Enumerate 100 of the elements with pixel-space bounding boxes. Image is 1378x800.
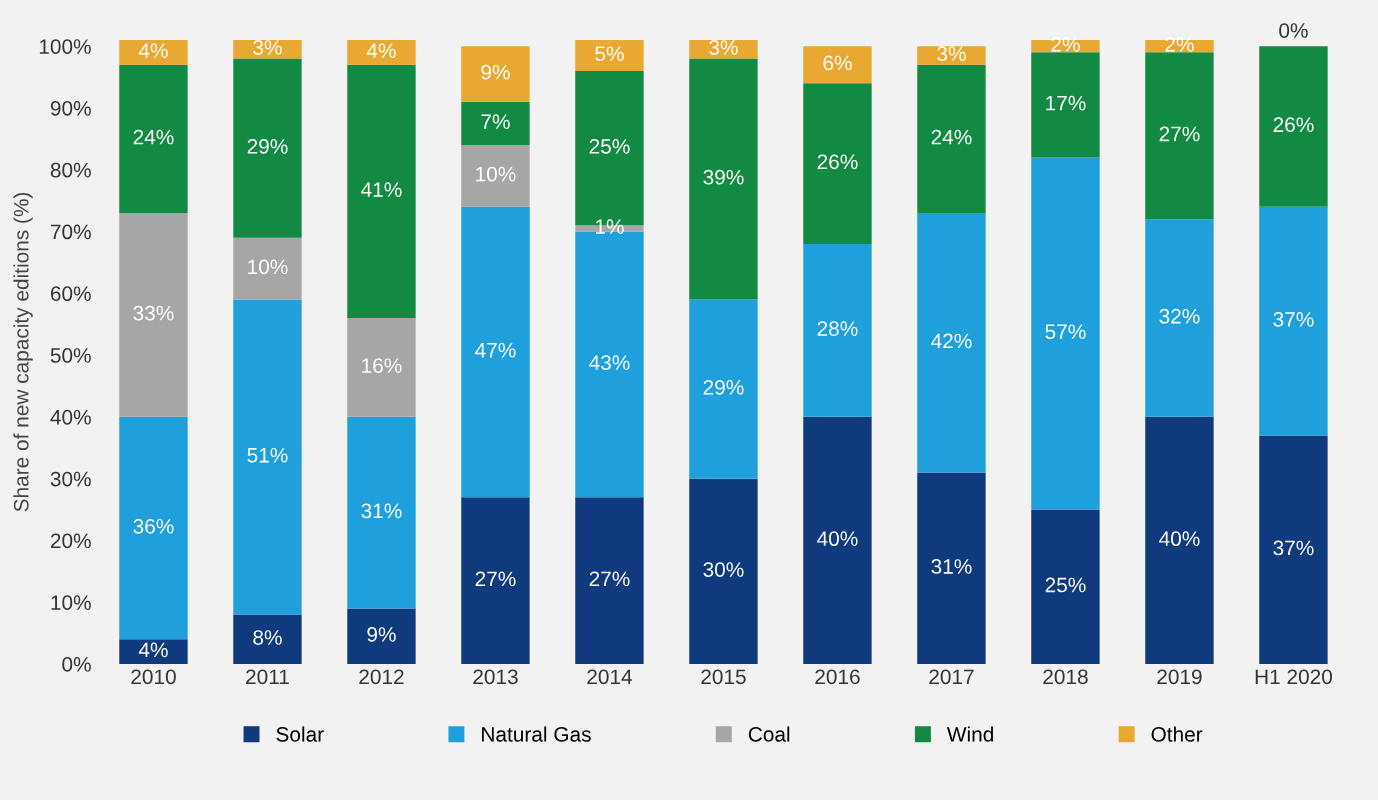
y-tick-label: 80% xyxy=(50,162,91,178)
x-tick-label: 2017 xyxy=(929,669,974,685)
data-label: 0% xyxy=(1279,23,1308,38)
legend-label: Other xyxy=(1151,726,1203,742)
bar xyxy=(803,46,872,84)
data-label: 5% xyxy=(595,46,624,62)
bar xyxy=(1259,206,1328,436)
data-label: 10% xyxy=(248,259,288,275)
x-tick-label: 2018 xyxy=(1043,669,1088,685)
data-label: 40% xyxy=(817,531,858,547)
data-label: 37% xyxy=(1273,311,1314,327)
data-label: 42% xyxy=(931,333,972,349)
y-tick-label: 20% xyxy=(50,533,91,549)
bar xyxy=(689,58,758,300)
bar xyxy=(689,299,758,479)
data-label: 29% xyxy=(703,379,744,395)
bar xyxy=(119,212,188,417)
data-label: 7% xyxy=(481,114,510,129)
y-tick-label: 90% xyxy=(50,100,91,116)
data-label: 16% xyxy=(362,358,402,374)
x-tick-label: 2014 xyxy=(587,669,633,685)
bar xyxy=(119,416,188,640)
data-label: 30% xyxy=(703,562,744,577)
bar xyxy=(1145,219,1214,417)
bar xyxy=(347,40,416,65)
y-axis-title: Share of new capacity editions (%) xyxy=(13,192,33,512)
y-tick-label: 10% xyxy=(51,595,91,610)
data-label: 25% xyxy=(1045,577,1086,593)
bar xyxy=(233,614,302,664)
data-label: 57% xyxy=(1045,324,1086,340)
data-label: 29% xyxy=(247,138,288,154)
bar xyxy=(803,416,872,664)
data-label: 27% xyxy=(475,571,516,587)
data-label: 4% xyxy=(366,43,396,58)
data-label: 33% xyxy=(133,305,174,321)
data-label: 28% xyxy=(817,321,858,336)
y-tick-label: 0% xyxy=(62,657,91,672)
bar xyxy=(689,40,758,59)
x-tick-label: 2011 xyxy=(246,669,289,685)
legend-label: Solar xyxy=(276,726,324,742)
data-label: 9% xyxy=(367,627,396,642)
data-label: 27% xyxy=(589,571,630,587)
data-label: 41% xyxy=(361,182,402,197)
data-label: 51% xyxy=(247,447,288,463)
data-label: 24% xyxy=(133,129,174,145)
data-label: 3% xyxy=(937,46,966,62)
legend-label: Wind xyxy=(946,726,993,742)
bar xyxy=(347,318,416,417)
y-tick-label: 50% xyxy=(50,348,91,363)
data-label: 27% xyxy=(1159,126,1200,142)
bar xyxy=(347,416,416,609)
bar xyxy=(461,145,530,207)
data-label: 3% xyxy=(709,40,738,55)
y-tick-label: 60% xyxy=(50,286,91,302)
data-label: 9% xyxy=(481,64,510,80)
bar xyxy=(575,497,644,664)
data-label: 31% xyxy=(361,503,402,519)
bar xyxy=(347,608,416,664)
bar xyxy=(575,40,644,71)
bar xyxy=(233,40,302,59)
data-label: 32% xyxy=(1159,308,1200,324)
bar xyxy=(461,46,530,102)
data-label: 3% xyxy=(253,40,282,55)
bar xyxy=(233,299,302,615)
data-label: 39% xyxy=(703,169,744,185)
x-tick-label: 2012 xyxy=(359,669,404,685)
bar xyxy=(119,639,188,664)
bar xyxy=(119,64,188,213)
data-label: 24% xyxy=(931,129,972,145)
bar xyxy=(917,212,986,473)
x-tick-label: 2016 xyxy=(815,669,860,685)
data-label: 47% xyxy=(475,342,516,358)
x-tick-label: 2019 xyxy=(1157,669,1202,685)
data-label: 26% xyxy=(1273,117,1314,133)
y-tick-label: 100% xyxy=(39,39,91,54)
bar xyxy=(119,40,188,65)
bar xyxy=(1145,416,1214,664)
data-label: 6% xyxy=(823,55,852,71)
bar xyxy=(233,58,302,238)
legend-label: Natural Gas xyxy=(482,726,591,742)
bar xyxy=(1259,435,1328,664)
data-label: 25% xyxy=(589,138,630,154)
bar xyxy=(689,478,758,664)
data-label: 10% xyxy=(476,166,516,182)
bar xyxy=(1031,509,1100,664)
bar xyxy=(917,46,986,65)
y-tick-label: 70% xyxy=(50,224,91,240)
x-tick-label: 2010 xyxy=(131,669,176,685)
bar xyxy=(803,243,872,417)
bar xyxy=(1145,52,1214,220)
data-label: 43% xyxy=(589,355,630,370)
bar xyxy=(803,83,872,244)
data-label: 26% xyxy=(817,154,858,170)
bar xyxy=(461,497,530,664)
data-label: 8% xyxy=(253,630,282,645)
legend-label: Coal xyxy=(748,726,790,742)
x-tick-label: H1 2020 xyxy=(1255,669,1333,685)
y-tick-label: 40% xyxy=(50,409,91,425)
data-label: 36% xyxy=(133,518,174,534)
data-label: 31% xyxy=(931,559,972,574)
